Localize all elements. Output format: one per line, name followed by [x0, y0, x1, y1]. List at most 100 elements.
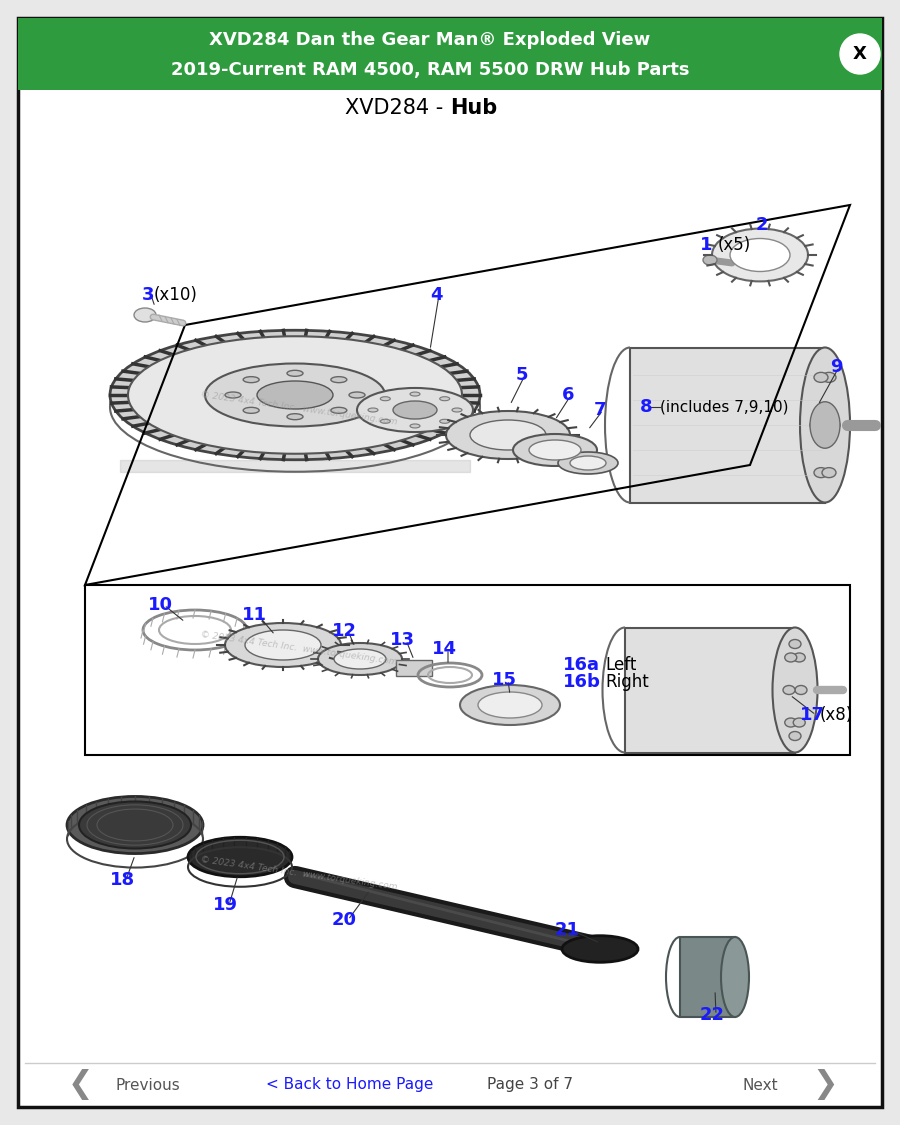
Ellipse shape: [785, 718, 796, 727]
Ellipse shape: [789, 731, 801, 740]
Ellipse shape: [245, 630, 321, 660]
Text: (x10): (x10): [154, 286, 198, 304]
Ellipse shape: [357, 388, 473, 432]
Text: XVD284 -: XVD284 -: [345, 98, 450, 118]
Text: (includes 7,9,10): (includes 7,9,10): [660, 399, 788, 414]
Bar: [625, 628, 795, 753]
Text: Next: Next: [742, 1078, 778, 1092]
Ellipse shape: [381, 397, 391, 400]
Ellipse shape: [257, 381, 333, 409]
Ellipse shape: [800, 348, 850, 503]
Ellipse shape: [558, 452, 618, 474]
Ellipse shape: [331, 407, 346, 413]
Text: 16b: 16b: [563, 673, 601, 691]
Ellipse shape: [225, 623, 341, 667]
Ellipse shape: [79, 801, 191, 848]
Text: © 2023 4x4 Tech Inc.  www.torqueking.com: © 2023 4x4 Tech Inc. www.torqueking.com: [200, 630, 398, 667]
Text: ❯: ❯: [812, 1070, 838, 1100]
Ellipse shape: [134, 308, 156, 322]
Ellipse shape: [772, 628, 817, 753]
Ellipse shape: [789, 639, 801, 648]
Text: 14: 14: [432, 640, 457, 658]
Circle shape: [840, 34, 880, 74]
Ellipse shape: [793, 718, 806, 727]
Text: (x5): (x5): [718, 236, 752, 254]
Text: 15: 15: [492, 670, 517, 688]
Ellipse shape: [478, 692, 542, 718]
Ellipse shape: [334, 649, 386, 669]
Ellipse shape: [243, 407, 259, 413]
Text: 19: 19: [213, 896, 238, 914]
Ellipse shape: [822, 468, 836, 478]
Text: ❮: ❮: [68, 1070, 93, 1100]
Ellipse shape: [529, 440, 581, 460]
Ellipse shape: [331, 377, 346, 382]
Ellipse shape: [513, 434, 597, 466]
Text: 12: 12: [332, 622, 357, 640]
Text: 9: 9: [830, 358, 842, 376]
Text: 11: 11: [242, 606, 267, 624]
Text: < Back to Home Page: < Back to Home Page: [266, 1078, 434, 1092]
Text: 10: 10: [148, 596, 173, 614]
Ellipse shape: [721, 937, 749, 1017]
Bar: [680, 937, 735, 1017]
Ellipse shape: [730, 238, 790, 271]
Ellipse shape: [440, 397, 450, 400]
Text: 3: 3: [142, 286, 155, 304]
Ellipse shape: [410, 392, 420, 396]
Text: 18: 18: [110, 871, 135, 889]
Ellipse shape: [349, 392, 365, 398]
Ellipse shape: [67, 796, 203, 854]
Text: © 2023 4x4 Tech Inc.  www.torqueking.com: © 2023 4x4 Tech Inc. www.torqueking.com: [200, 855, 398, 892]
Ellipse shape: [440, 420, 450, 423]
Ellipse shape: [795, 685, 807, 694]
Text: (x8): (x8): [820, 706, 853, 724]
Text: 4: 4: [430, 286, 443, 304]
Ellipse shape: [188, 837, 292, 876]
Text: 17: 17: [800, 706, 825, 724]
Text: 13: 13: [390, 631, 415, 649]
Text: 6: 6: [562, 386, 574, 404]
Text: 7: 7: [594, 400, 607, 418]
Ellipse shape: [562, 936, 638, 962]
Text: Previous: Previous: [115, 1078, 180, 1092]
Ellipse shape: [810, 420, 824, 430]
Text: X: X: [853, 45, 867, 63]
Ellipse shape: [287, 414, 303, 420]
Ellipse shape: [810, 402, 840, 448]
Ellipse shape: [368, 408, 378, 412]
Ellipse shape: [712, 228, 808, 281]
Text: 16a: 16a: [563, 656, 600, 674]
Text: Right: Right: [605, 673, 649, 691]
Ellipse shape: [225, 392, 241, 398]
Ellipse shape: [570, 456, 606, 470]
Ellipse shape: [822, 372, 836, 382]
Text: © 2023 4x4 Tech Inc.  www.torqueking.com: © 2023 4x4 Tech Inc. www.torqueking.com: [200, 390, 398, 428]
Ellipse shape: [793, 652, 806, 662]
Text: 5: 5: [516, 366, 528, 384]
Ellipse shape: [470, 420, 546, 450]
Ellipse shape: [814, 468, 828, 478]
Text: XVD284 Dan the Gear Man® Exploded View: XVD284 Dan the Gear Man® Exploded View: [210, 32, 651, 50]
Ellipse shape: [110, 331, 480, 460]
Ellipse shape: [243, 377, 259, 382]
Text: 2: 2: [756, 216, 769, 234]
Ellipse shape: [410, 424, 420, 428]
Text: Hub: Hub: [450, 98, 497, 118]
Bar: [630, 348, 825, 503]
Ellipse shape: [393, 400, 437, 418]
Ellipse shape: [452, 408, 462, 412]
Ellipse shape: [783, 685, 795, 694]
Text: 22: 22: [700, 1006, 725, 1024]
Ellipse shape: [381, 420, 391, 423]
Text: 1: 1: [700, 236, 713, 254]
Ellipse shape: [287, 370, 303, 376]
Ellipse shape: [785, 652, 796, 662]
Ellipse shape: [446, 411, 570, 459]
Ellipse shape: [703, 255, 717, 266]
Text: Left: Left: [605, 656, 636, 674]
Text: 20: 20: [332, 911, 357, 929]
Ellipse shape: [318, 644, 402, 675]
Text: Page 3 of 7: Page 3 of 7: [487, 1078, 573, 1092]
Ellipse shape: [826, 420, 840, 430]
